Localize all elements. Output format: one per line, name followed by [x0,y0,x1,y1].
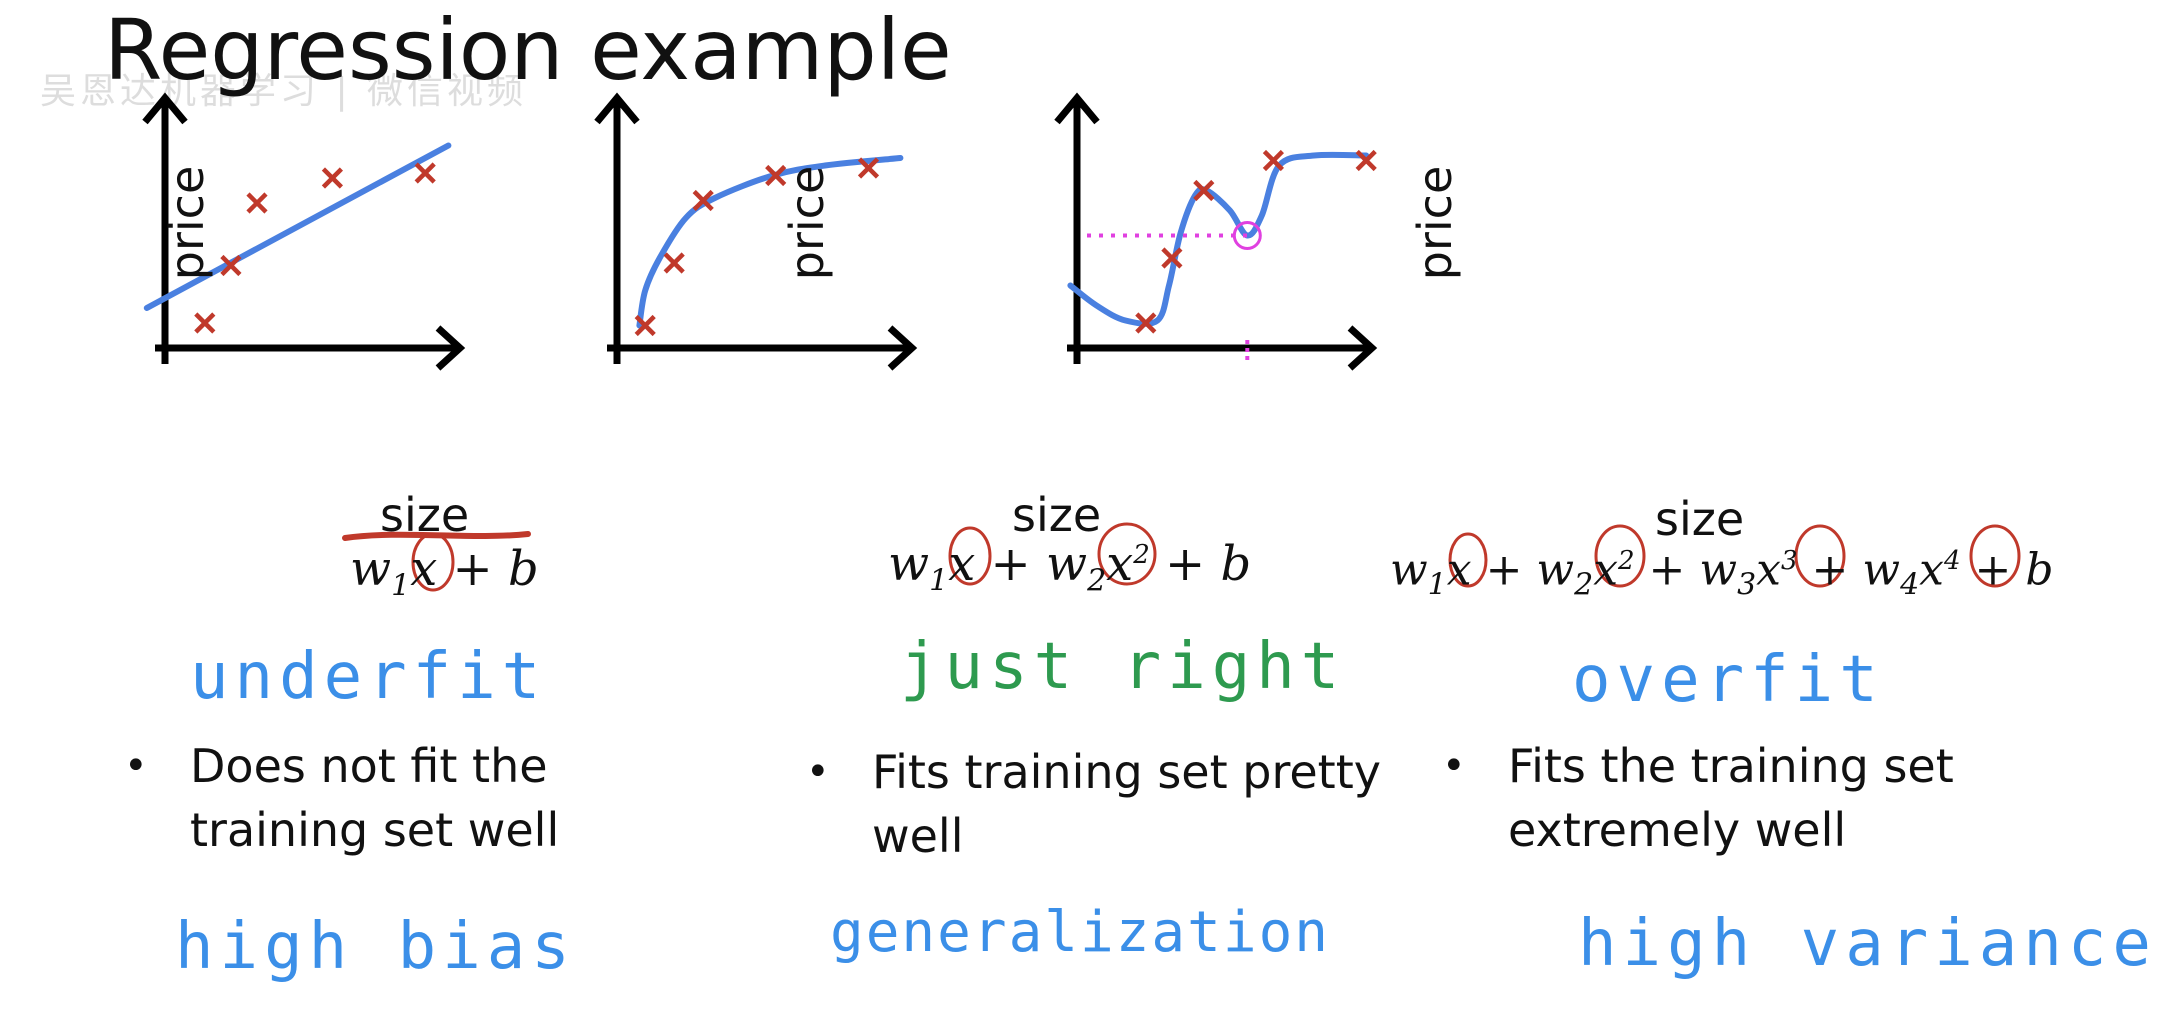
panel1-data-point [194,312,216,334]
cross-stroke [663,252,685,274]
panel1-fit-curve [143,142,452,311]
cross-stroke [1355,149,1377,172]
panel3-prediction-circle [1232,221,1262,250]
panel3-x-arrowhead [1347,325,1378,371]
cross-stroke [1135,312,1157,334]
cross-stroke [321,167,343,189]
panel2-data-point [692,189,714,212]
bullet-dot: • [806,749,830,795]
panel1-underline-stroke [342,531,531,541]
x-term-circle [1969,524,2021,588]
panel2-bullet: • Fits training set pretty well [806,740,1392,868]
panel1-x-arrowhead [435,325,466,371]
panel1-diagnosis: high bias [175,910,576,984]
panel2-data-point [857,157,880,179]
panel2-bullet-text: Fits training set pretty well [872,745,1381,863]
cross-stroke [692,189,714,212]
cross-stroke [414,162,436,184]
panel3-data-point [1161,247,1183,269]
x-term-circle [1594,524,1646,588]
panel2-diagnosis: generalization [830,900,1331,965]
panel3-xlabel: size [1655,492,1745,546]
cross-stroke [765,164,787,187]
panel3-y-arrowhead [1054,92,1100,125]
cross-stroke [1161,247,1183,269]
panel2-data-point [663,252,685,274]
panel3-ylabel: price [1408,165,1463,281]
panel2-ylabel: price [780,165,835,281]
panel3-data-point [1193,179,1215,202]
panel3-data-point [1135,312,1157,334]
panel1-bullet: • Does not fit the training set well [124,734,710,862]
panel1-bullet-text: Does not fit the training set well [190,739,560,857]
panel1-data-point [321,167,343,189]
cross-stroke [220,254,242,277]
panel3-bullet-text: Fits the training set extremely well [1508,739,1954,857]
panel1-formula: w1x + b [350,541,539,604]
panel1-ylabel: price [160,165,215,281]
panel2-x-arrowhead [887,325,918,371]
panel3-bullet: • Fits the training set extremely well [1442,734,2028,862]
x-term-circle [1794,524,1846,588]
panel3-diagnosis: high variance [1578,907,2157,981]
panel2-fit-label: just right [900,630,1346,704]
bullet-dot: • [1442,743,1466,789]
cross-stroke [246,192,268,214]
panel2-data-point [634,314,656,337]
panel1-data-point [246,192,268,214]
panel1-fit-label: underfit [190,640,547,714]
panel2-data-point [765,164,787,187]
panel3-formula: w1x + w2x2 + w3x3 + w4x4 + b [1390,544,2054,603]
cross-stroke [1193,179,1215,202]
watermark: 吴恩达机器学习 | 微信视频 [40,71,528,112]
panel1-y-arrowhead [142,92,188,125]
x-term-circle [948,526,992,586]
panel1-data-point [220,254,242,277]
panel3-data-point [1355,149,1377,172]
cross-stroke [194,312,216,334]
panel2-xlabel: size [1012,488,1102,542]
slide-title: Regression example [104,1,952,99]
bullet-dot: • [124,743,148,789]
panel3-data-point [1262,149,1284,172]
x-term-circle [1097,522,1157,586]
panel2-y-arrowhead [594,92,640,125]
panel2-formula: w1x + w2x2 + b [888,536,1252,599]
panel3-fit-label: overfit [1572,643,1884,717]
cross-stroke [857,157,880,179]
panel1-data-point [414,162,436,184]
panel1-xlabel: size [380,488,470,542]
panel3-fit-curve [1067,151,1370,327]
cross-stroke [634,314,656,337]
x-term-circle [1448,532,1488,588]
cross-stroke [1262,149,1284,172]
